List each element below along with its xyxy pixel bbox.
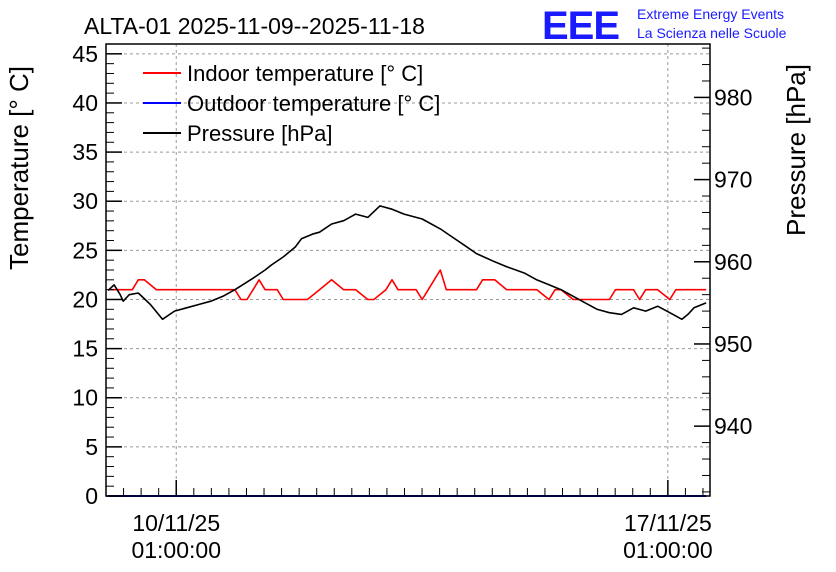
y-tick-label: 35 <box>72 139 98 165</box>
y-right-tick-label: 960 <box>714 249 752 275</box>
y-tick-label: 40 <box>72 90 98 116</box>
ticks: 0 5 10 15 20 25 30 35 40 45 940 950 960 970 980 10/11/2… <box>72 41 752 563</box>
y-right-tick-label: 950 <box>714 331 752 357</box>
y-tick-label: 15 <box>72 336 98 362</box>
series-pressure <box>107 205 707 321</box>
y-tick-label: 10 <box>72 385 98 411</box>
y-tick-label: 45 <box>72 41 98 67</box>
grid-lines <box>106 44 710 496</box>
y-tick-label: 30 <box>72 188 98 214</box>
brand-line-1: Extreme Energy Events <box>637 6 784 22</box>
y-tick-label: 5 <box>85 434 98 460</box>
y-tick-label: 0 <box>85 483 98 509</box>
legend-label-pressure: Pressure [hPa] <box>187 121 333 146</box>
legend-label-outdoor: Outdoor temperature [° C] <box>187 91 440 116</box>
legend: Indoor temperature [° C] Outdoor tempera… <box>143 61 440 146</box>
legend-label-indoor: Indoor temperature [° C] <box>187 61 423 86</box>
y-tick-label: 25 <box>72 237 98 263</box>
y-right-tick-label: 970 <box>714 167 752 193</box>
y-axis-label: Temperature [° C] <box>4 66 34 270</box>
eee-logo: EEE <box>542 4 619 48</box>
x-tick-label-time: 01:00:00 <box>131 537 221 563</box>
series-layer <box>107 205 707 497</box>
x-tick-label-time: 01:00:00 <box>623 537 713 563</box>
y-right-tick-label: 940 <box>714 413 752 439</box>
chart-title: ALTA-01 2025-11-09--2025-11-18 <box>84 13 425 39</box>
x-tick-label-date: 10/11/25 <box>132 510 220 536</box>
series-indoor-temperature <box>108 269 707 301</box>
y-axis-right-label: Pressure [hPa] <box>781 64 811 236</box>
y-right-tick-label: 980 <box>714 84 752 110</box>
x-tick-label-date: 17/11/25 <box>624 510 712 536</box>
y-tick-label: 20 <box>72 286 98 312</box>
brand-line-2: La Scienza nelle Scuole <box>637 25 787 41</box>
